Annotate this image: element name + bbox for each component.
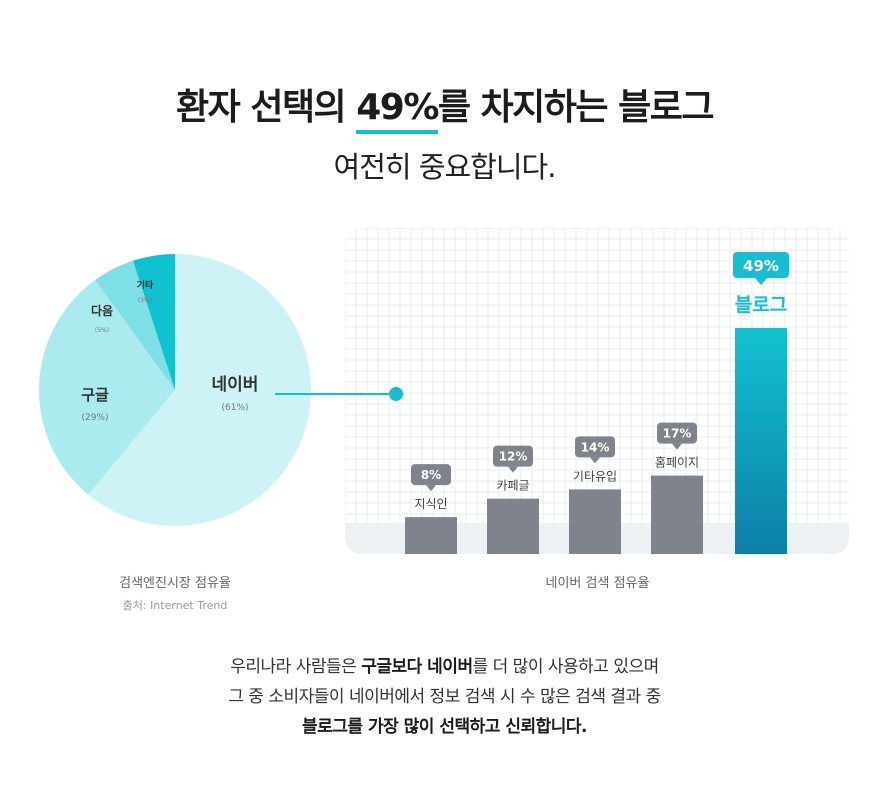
bar-5 [735,328,787,554]
bar-label-3: 기타유입 [573,469,617,483]
body-line-1: 우리나라 사람들은 구글보다 네이버를 더 많이 사용하고 있으며 [0,652,889,682]
pie-slice-4 [132,254,175,390]
value-label-3: 14% [581,440,610,454]
value-badge-3 [575,436,615,458]
value-badge-5 [733,252,789,278]
pie-value-2: (29%) [81,413,108,423]
value-badge-pointer-1 [426,485,436,492]
pie-value-4: (5%) [138,297,152,304]
body-line-1-a: 우리나라 사람들은 [230,657,362,677]
bar-1 [405,517,457,554]
pie-slice-3 [95,260,175,390]
body-text: 우리나라 사람들은 구글보다 네이버를 더 많이 사용하고 있으며 그 중 소비… [0,652,889,742]
value-badge-2 [493,445,533,467]
value-label-4: 17% [663,427,692,441]
body-line-3: 블로그를 가장 많이 선택하고 신뢰합니다. [0,712,889,742]
value-label-5: 49% [743,257,779,275]
bar-3 [569,489,621,554]
pie-label-4: 기타 [137,279,154,291]
value-badge-pointer-4 [672,443,682,450]
body-line-1-emphasis: 구글보다 네이버 [361,657,473,677]
bar-label-2: 카페글 [496,479,529,493]
value-label-2: 12% [499,450,528,464]
pie-source: 출처: Internet Trend [122,599,228,612]
headline-suffix: 를 차지하는 블로그 [437,87,715,128]
pie-label-1: 네이버 [212,375,259,395]
bar-label-4: 홈페이지 [655,456,699,470]
headline: 환자 선택의 49%를 차지하는 블로그 [0,78,889,134]
pie-to-bar-connector [275,387,403,401]
bar-caption: 네이버 검색 점유율 [545,576,650,591]
headline-highlight: 49% [356,87,439,134]
search-engine-pie-chart: 네이버 (61%) 구글 (29%) 다음 (5%) 기타 (5%) [38,254,312,526]
bar-4 [651,475,703,554]
value-badge-pointer-5 [755,278,767,285]
value-badge-4 [657,422,697,444]
bar-label-5: 블로그 [735,294,787,316]
pie-label-2: 구글 [81,386,109,404]
headline-prefix: 환자 선택의 [176,87,347,128]
pie-slice-2 [38,279,175,495]
bar-2 [487,498,539,554]
subheadline: 여전히 중요합니다. [333,150,557,184]
pie-value-1: (61%) [221,403,248,413]
pie-caption: 검색엔진시장 점유율 [119,576,231,591]
value-badge-pointer-2 [508,466,518,473]
value-label-1: 8% [421,468,441,482]
body-line-1-c: 를 더 많이 사용하고 있으며 [472,657,660,677]
naver-search-bar-chart: 8% 지식인 12% 카페글 14% 기타유입 17% 홈페이지 49% 블로그 [345,228,849,554]
value-badge-pointer-3 [590,457,600,464]
connector-dot [389,387,403,401]
body-line-2: 그 중 소비자들이 네이버에서 정보 검색 시 수 많은 검색 결과 중 [228,687,661,707]
value-badge-1 [411,464,451,486]
pie-label-3: 다음 [91,303,113,318]
bar-label-1: 지식인 [414,497,447,511]
pie-value-3: (5%) [95,327,109,334]
pie-slice-1 [88,254,312,526]
body-line-3-emphasis: 블로그를 가장 많이 선택하고 신뢰합니다. [301,717,588,737]
